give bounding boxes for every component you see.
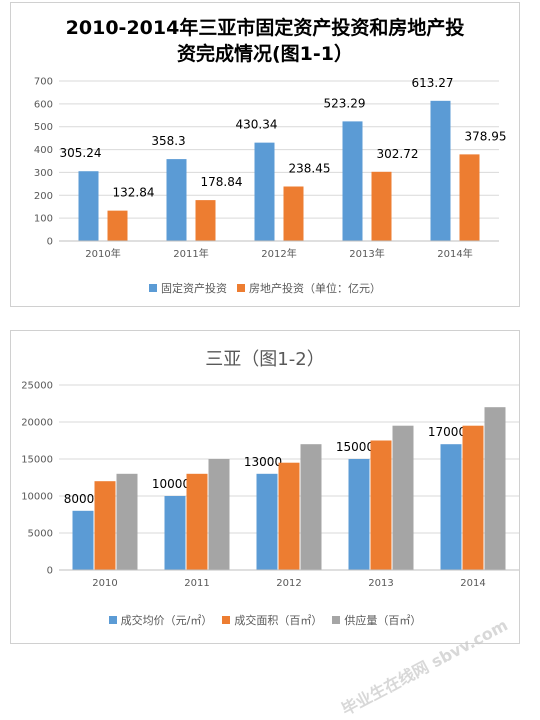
bar — [164, 496, 186, 570]
bar — [208, 459, 230, 570]
data-label: 10000 — [152, 477, 190, 491]
data-label: 613.27 — [412, 76, 454, 90]
legend-item: 成交均价（元/㎡） — [108, 612, 213, 628]
bar — [116, 473, 138, 570]
legend-item: 成交面积（百㎡） — [222, 612, 322, 628]
bar — [78, 171, 99, 241]
y-tick-label: 700 — [34, 77, 53, 88]
x-tick-label: 2014年 — [437, 247, 472, 260]
chart2-plot: 0 5000 10000 15000 20000 25000 2010 8000 2011 100… — [21, 381, 519, 589]
legend-swatch — [222, 616, 231, 624]
bar — [186, 473, 208, 570]
x-tick-label: 2014 — [460, 578, 485, 589]
data-label: 178.84 — [201, 175, 243, 189]
data-label: 13000 — [244, 455, 282, 469]
x-tick-label: 2012 — [276, 578, 301, 589]
y-tick-label: 20000 — [21, 418, 53, 429]
bar — [107, 210, 128, 241]
bar — [278, 462, 300, 570]
chart1-plot: 0 100 200 300 400 500 600 700 2010年 305.24 132.84 2… — [34, 76, 507, 260]
y-tick-label: 0 — [47, 566, 53, 577]
x-tick-label: 2013 — [368, 578, 393, 589]
legend-label: 成交均价（元/㎡） — [120, 614, 213, 627]
bar — [300, 444, 322, 570]
data-label: 305.24 — [60, 146, 102, 160]
legend-swatch — [149, 284, 157, 292]
y-tick-label: 15000 — [21, 455, 53, 466]
legend-label: 成交面积（百㎡） — [234, 614, 323, 627]
data-label: 378.95 — [465, 129, 507, 143]
y-tick-label: 200 — [34, 191, 53, 202]
x-tick-label: 2011 — [184, 578, 209, 589]
bar — [462, 425, 484, 570]
chart-panel-2: 三亚（图1-2） 0 5000 10000 15000 20000 25000 2010 80… — [10, 330, 520, 719]
y-tick-label: 25000 — [21, 381, 53, 392]
bar — [430, 100, 451, 241]
bar — [195, 200, 216, 241]
data-label: 358.3 — [151, 134, 185, 148]
y-tick-label: 600 — [34, 99, 53, 110]
data-label: 132.84 — [113, 186, 155, 200]
bar — [254, 142, 275, 241]
y-tick-label: 300 — [34, 168, 53, 179]
legend-swatch — [237, 284, 245, 292]
chart1-title-line2: 资完成情况(图1-1） — [176, 43, 353, 65]
legend-label: 固定资产投资 — [161, 282, 227, 295]
bar — [348, 459, 370, 570]
legend-swatch — [332, 616, 341, 624]
x-tick-label: 2012年 — [261, 247, 296, 260]
data-label: 17000 — [428, 425, 466, 439]
bar — [370, 440, 392, 570]
x-tick-label: 2010 — [92, 578, 117, 589]
chart1-title-line1: 2010-2014年三亚市固定资产投资和房地产投 — [65, 17, 465, 39]
chart-panel-1: 2010-2014年三亚市固定资产投资和房地产投 资完成情况(图1-1） 0 10… — [10, 2, 520, 307]
bar — [283, 186, 304, 241]
bar — [72, 510, 94, 570]
y-tick-label: 10000 — [21, 492, 53, 503]
data-label: 302.72 — [377, 147, 419, 161]
data-label: 8000 — [64, 492, 95, 506]
chart1-legend: 固定资产投资 房地产投资（单位：亿元） — [11, 280, 519, 296]
data-label: 15000 — [336, 440, 374, 454]
x-tick-label: 2013年 — [349, 247, 384, 260]
x-tick-label: 2011年 — [173, 247, 208, 260]
data-label: 523.29 — [324, 96, 366, 110]
y-tick-label: 0 — [47, 237, 53, 248]
bar — [459, 154, 480, 241]
data-label: 430.34 — [236, 118, 278, 132]
legend-label: 房地产投资（单位：亿元） — [249, 282, 381, 295]
chart2-legend: 成交均价（元/㎡） 成交面积（百㎡） 供应量（百㎡） — [11, 612, 519, 628]
bar — [166, 159, 187, 241]
y-tick-label: 5000 — [28, 529, 53, 540]
bar — [392, 425, 414, 570]
y-tick-label: 100 — [34, 214, 53, 225]
bar — [94, 481, 116, 570]
legend-item: 房地产投资（单位：亿元） — [237, 280, 381, 296]
chart2-title: 三亚（图1-2） — [205, 349, 325, 370]
legend-item: 供应量（百㎡） — [332, 612, 421, 628]
legend-swatch — [108, 616, 117, 624]
x-tick-label: 2010年 — [85, 247, 120, 260]
y-tick-label: 400 — [34, 145, 53, 156]
bar — [342, 121, 363, 241]
y-tick-label: 500 — [34, 122, 53, 133]
bar — [256, 473, 278, 570]
data-label: 238.45 — [289, 161, 331, 175]
bar — [484, 407, 506, 570]
bar — [371, 171, 392, 241]
legend-label: 供应量（百㎡） — [344, 614, 422, 627]
bar — [440, 444, 462, 570]
legend-item: 固定资产投资 — [149, 280, 227, 296]
